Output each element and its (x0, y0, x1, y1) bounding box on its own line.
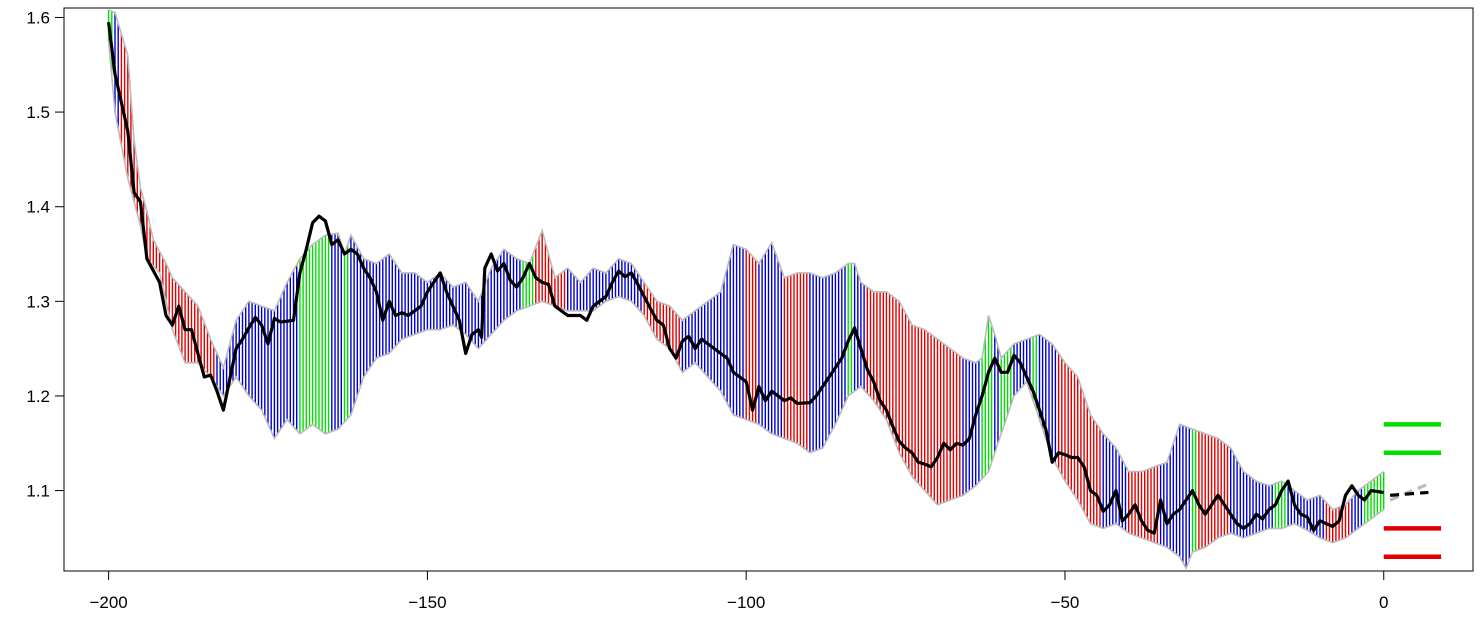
y-tick-label: 1.6 (26, 8, 50, 27)
forecast-gray-line (1389, 482, 1429, 502)
x-tick-label: −150 (408, 593, 446, 612)
y-axis: 1.1 1.2 1.3 1.4 1.5 1.6 (26, 8, 64, 501)
price-line (107, 22, 1384, 535)
axes: −200 −150 −100 −50 0 1.1 1.2 1.3 1.4 1.5 1.6 (26, 7, 1474, 612)
y-tick-label: 1.4 (26, 198, 50, 217)
forecast (1383, 422, 1442, 560)
band-lower-line (107, 41, 1385, 571)
volatility-bars (107, 9, 1385, 569)
x-tick-label: −100 (727, 593, 765, 612)
price-series (107, 22, 1384, 535)
forecast-mean-line (1389, 490, 1429, 497)
y-tick-label: 1.2 (26, 387, 50, 406)
x-tick-label: −200 (89, 593, 127, 612)
band (107, 9, 1385, 571)
band-upper-line (108, 9, 1385, 511)
y-tick-label: 1.3 (26, 292, 50, 311)
x-tick-label: −50 (1051, 593, 1080, 612)
y-tick-label: 1.5 (26, 103, 50, 122)
plot-frame (63, 7, 1474, 572)
x-tick-label: 0 (1379, 593, 1388, 612)
y-tick-label: 1.1 (26, 482, 50, 501)
x-axis: −200 −150 −100 −50 0 (89, 571, 1388, 612)
